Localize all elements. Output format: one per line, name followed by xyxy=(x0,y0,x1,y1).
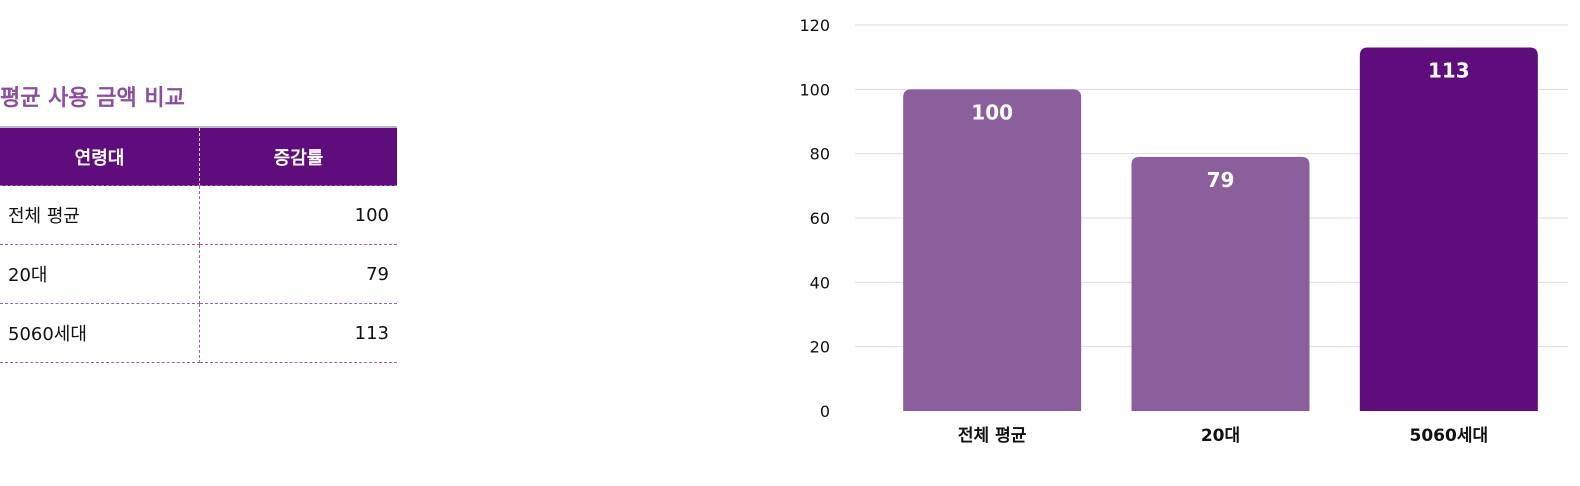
table-header-row: 연령대 증감률 xyxy=(0,127,397,186)
table-row: 5060세대 113 xyxy=(0,303,397,363)
y-tick-label: 20 xyxy=(810,338,830,357)
y-tick-label: 100 xyxy=(799,80,830,99)
y-tick-label: 0 xyxy=(820,402,830,421)
comparison-table: 연령대 증감률 전체 평균 100 20대 79 5060세대 113 xyxy=(0,126,397,363)
header-change-rate: 증감률 xyxy=(199,127,397,186)
y-tick-label: 60 xyxy=(810,209,830,228)
y-tick-label: 120 xyxy=(799,16,830,35)
y-tick-label: 40 xyxy=(810,273,830,292)
table-title: 평균 사용 금액 비교 xyxy=(0,86,185,111)
table-row: 20대 79 xyxy=(0,244,397,304)
table-row: 전체 평균 100 xyxy=(0,185,397,245)
bar xyxy=(903,89,1082,411)
data-label: 100 xyxy=(971,100,1013,124)
cell-age-group: 5060세대 xyxy=(0,303,200,363)
data-label: 113 xyxy=(1428,59,1470,83)
y-tick-label: 80 xyxy=(810,145,830,164)
x-tick-label: 전체 평균 xyxy=(958,426,1027,446)
cell-change-rate: 113 xyxy=(199,303,397,363)
bar xyxy=(1359,47,1538,412)
cell-change-rate: 100 xyxy=(199,185,397,245)
cell-change-rate: 79 xyxy=(199,244,397,304)
cell-age-group: 전체 평균 xyxy=(0,185,200,245)
header-age-group: 연령대 xyxy=(0,127,200,186)
x-tick-label: 20대 xyxy=(1201,426,1240,446)
data-label: 79 xyxy=(1207,168,1235,192)
x-tick-label: 5060세대 xyxy=(1410,426,1489,446)
cell-age-group: 20대 xyxy=(0,244,200,304)
bar xyxy=(1131,156,1310,411)
